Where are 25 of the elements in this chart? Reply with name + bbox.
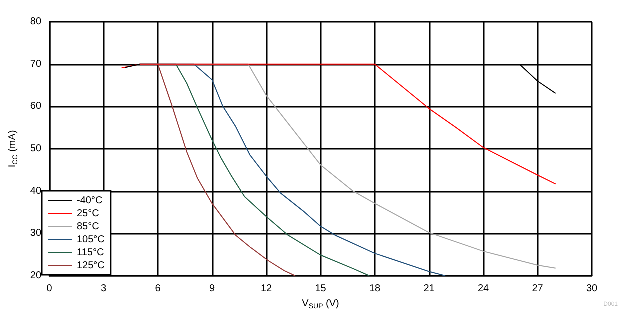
y-tick-label: 70: [30, 58, 42, 70]
legend-label: 115°C: [77, 248, 104, 258]
legend-label: 85°C: [77, 222, 100, 232]
x-tick-label: 30: [586, 284, 598, 294]
legend-label: 125°C: [77, 260, 105, 272]
legend-label: 25°C: [77, 208, 100, 220]
x-tick-label: 27: [532, 284, 544, 294]
x-tick-label: 3: [100, 284, 107, 294]
legend-label: -40°C: [77, 196, 103, 206]
x-tick-label: 15: [315, 284, 327, 294]
y-tick-label: 60: [30, 101, 42, 112]
x-tick-label: 12: [260, 284, 273, 294]
y-tick-label: 20: [30, 270, 42, 282]
y-tick-label: 30: [30, 228, 42, 240]
y-tick-label: 40: [30, 186, 42, 197]
x-tick-label: 0: [46, 284, 53, 294]
x-tick-label: 9: [209, 284, 216, 294]
y-tick-label: 80: [30, 16, 42, 28]
line-series: [121, 64, 556, 185]
x-tick-label: 18: [369, 284, 382, 294]
x-tick-label: 6: [155, 284, 162, 294]
x-tick-label: 24: [478, 284, 490, 294]
x-tick-label: 21: [424, 284, 436, 294]
y-tick-label: 50: [30, 144, 42, 154]
legend-label: 105°C: [77, 234, 105, 246]
